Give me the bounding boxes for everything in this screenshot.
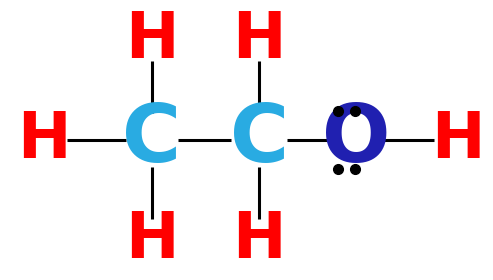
- Text: H: H: [125, 209, 178, 271]
- Text: H: H: [18, 109, 71, 171]
- Text: H: H: [232, 9, 286, 71]
- Text: C: C: [122, 101, 181, 179]
- Text: C: C: [230, 101, 289, 179]
- Text: H: H: [232, 209, 286, 271]
- Text: H: H: [431, 109, 485, 171]
- Text: H: H: [125, 9, 178, 71]
- Text: O: O: [321, 101, 390, 179]
